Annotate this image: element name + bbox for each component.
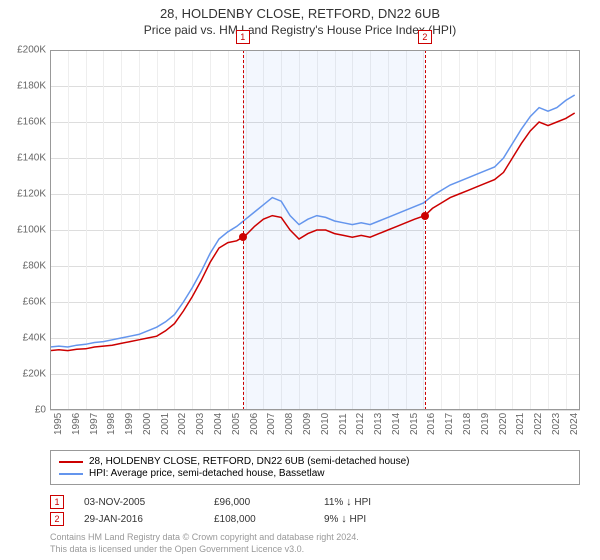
- x-axis-label: 2004: [213, 413, 224, 435]
- chart-plot-area: 12 £0£20K£40K£60K£80K£100K£120K£140K£160…: [50, 50, 580, 410]
- sale-date: 03-NOV-2005: [84, 497, 194, 508]
- x-axis-label: 2010: [320, 413, 331, 435]
- y-axis-label: £120K: [2, 189, 46, 200]
- x-axis-label: 2006: [249, 413, 260, 435]
- x-axis-label: 2012: [355, 413, 366, 435]
- x-axis-label: 1995: [53, 413, 64, 435]
- sale-delta: 11% ↓ HPI: [324, 496, 414, 508]
- legend-swatch: [59, 461, 83, 463]
- legend-row: 28, HOLDENBY CLOSE, RETFORD, DN22 6UB (s…: [59, 456, 571, 467]
- y-axis-label: £140K: [2, 153, 46, 164]
- marker-label: 1: [236, 30, 250, 44]
- x-axis-label: 2023: [551, 413, 562, 435]
- y-axis-label: £180K: [2, 81, 46, 92]
- marker-dot: [239, 233, 247, 241]
- x-axis-label: 2011: [338, 413, 349, 435]
- footer-attribution: Contains HM Land Registry data © Crown c…: [50, 532, 580, 555]
- chart-title: 28, HOLDENBY CLOSE, RETFORD, DN22 6UB: [0, 6, 600, 21]
- marker-line: [243, 50, 244, 410]
- x-axis-label: 2007: [266, 413, 277, 435]
- x-axis-label: 1997: [89, 413, 100, 435]
- x-axis-label: 2015: [409, 413, 420, 435]
- marker-line: [425, 50, 426, 410]
- sales-table: 1 03-NOV-2005 £96,000 11% ↓ HPI 2 29-JAN-2016…: [50, 492, 580, 529]
- y-axis-label: £40K: [2, 333, 46, 344]
- series-hpi: [50, 95, 575, 347]
- footer-line2: This data is licensed under the Open Gov…: [50, 544, 580, 556]
- x-axis-label: 2001: [160, 413, 171, 435]
- x-axis-label: 2005: [231, 413, 242, 435]
- x-axis-label: 2018: [462, 413, 473, 435]
- y-axis-label: £60K: [2, 297, 46, 308]
- y-axis-label: £0: [2, 405, 46, 416]
- x-axis-label: 2022: [533, 413, 544, 435]
- x-axis-label: 1996: [71, 413, 82, 435]
- marker-label: 2: [418, 30, 432, 44]
- x-axis-label: 2024: [569, 413, 580, 435]
- x-axis-label: 2008: [284, 413, 295, 435]
- x-axis-label: 2003: [195, 413, 206, 435]
- legend-text: 28, HOLDENBY CLOSE, RETFORD, DN22 6UB (s…: [89, 456, 410, 467]
- x-axis-label: 2000: [142, 413, 153, 435]
- series-price_paid: [50, 113, 575, 351]
- y-axis-label: £80K: [2, 261, 46, 272]
- sale-price: £96,000: [214, 497, 304, 508]
- x-axis-label: 2020: [498, 413, 509, 435]
- sale-row: 1 03-NOV-2005 £96,000 11% ↓ HPI: [50, 495, 580, 509]
- x-axis-label: 2017: [444, 413, 455, 435]
- sale-price: £108,000: [214, 514, 304, 525]
- legend-row: HPI: Average price, semi-detached house,…: [59, 468, 571, 479]
- sale-date: 29-JAN-2016: [84, 514, 194, 525]
- x-axis-label: 2016: [426, 413, 437, 435]
- x-axis-label: 2021: [515, 413, 526, 435]
- sale-row: 2 29-JAN-2016 £108,000 9% ↓ HPI: [50, 512, 580, 526]
- legend-swatch: [59, 473, 83, 475]
- sale-index-box: 2: [50, 512, 64, 526]
- legend-text: HPI: Average price, semi-detached house,…: [89, 468, 325, 479]
- y-axis-label: £160K: [2, 117, 46, 128]
- x-axis-label: 1999: [124, 413, 135, 435]
- y-axis-label: £200K: [2, 45, 46, 56]
- x-axis-label: 2014: [391, 413, 402, 435]
- x-axis-label: 1998: [106, 413, 117, 435]
- legend: 28, HOLDENBY CLOSE, RETFORD, DN22 6UB (s…: [50, 450, 580, 485]
- x-axis-label: 2002: [177, 413, 188, 435]
- x-axis-label: 2009: [302, 413, 313, 435]
- sale-index-box: 1: [50, 495, 64, 509]
- chart-subtitle: Price paid vs. HM Land Registry's House …: [0, 23, 600, 37]
- marker-dot: [421, 212, 429, 220]
- x-axis-label: 2013: [373, 413, 384, 435]
- y-axis-label: £100K: [2, 225, 46, 236]
- x-axis-label: 2019: [480, 413, 491, 435]
- sale-delta: 9% ↓ HPI: [324, 513, 414, 525]
- gridline-h: [50, 410, 580, 411]
- footer-line1: Contains HM Land Registry data © Crown c…: [50, 532, 580, 544]
- y-axis-label: £20K: [2, 369, 46, 380]
